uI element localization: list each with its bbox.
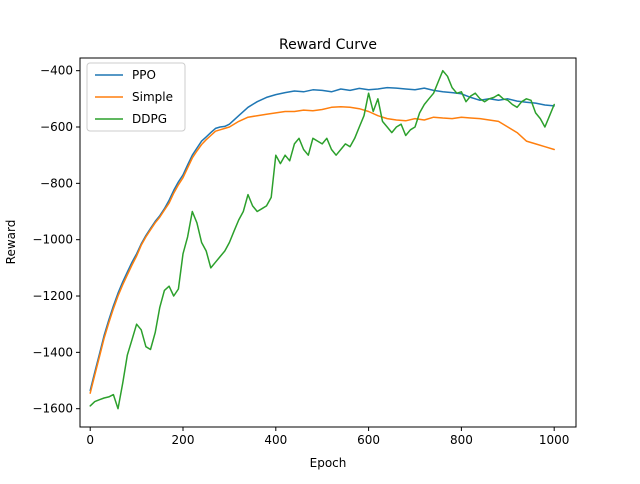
x-tick-label: 1000: [539, 433, 570, 447]
y-tick-label: −1400: [32, 345, 73, 359]
y-tick-label: −1000: [32, 233, 73, 247]
series-line-simple: [89, 105, 555, 394]
legend-label-ppo: PPO: [132, 68, 156, 82]
y-tick-label: −1600: [32, 402, 73, 416]
x-axis-label: Epoch: [310, 456, 347, 470]
chart-title: Reward Curve: [279, 37, 377, 53]
x-axis-ticks: 0 200 400 600 800 1000: [86, 427, 569, 447]
plot-frame: [79, 57, 577, 428]
x-tick-label: 200: [172, 433, 195, 447]
y-tick-label: −600: [40, 120, 73, 134]
series-line-ddpg: [89, 69, 555, 410]
x-tick-label: 400: [264, 433, 287, 447]
x-tick-label: 600: [357, 433, 380, 447]
x-tick-label: 0: [86, 433, 94, 447]
y-tick-label: −1200: [32, 289, 73, 303]
y-tick-label: −800: [40, 176, 73, 190]
y-tick-label: −400: [40, 64, 73, 78]
y-axis-label: Reward: [4, 220, 18, 265]
plot-lines: [89, 69, 555, 410]
legend: PPO Simple DDPG: [86, 62, 186, 132]
legend-box: [86, 62, 186, 132]
y-axis-ticks: −1600 −1400 −1200 −1000 −800 −600 −400: [32, 64, 80, 416]
x-tick-label: 800: [450, 433, 473, 447]
legend-label-simple: Simple: [132, 90, 173, 104]
legend-label-ddpg: DDPG: [132, 112, 167, 126]
